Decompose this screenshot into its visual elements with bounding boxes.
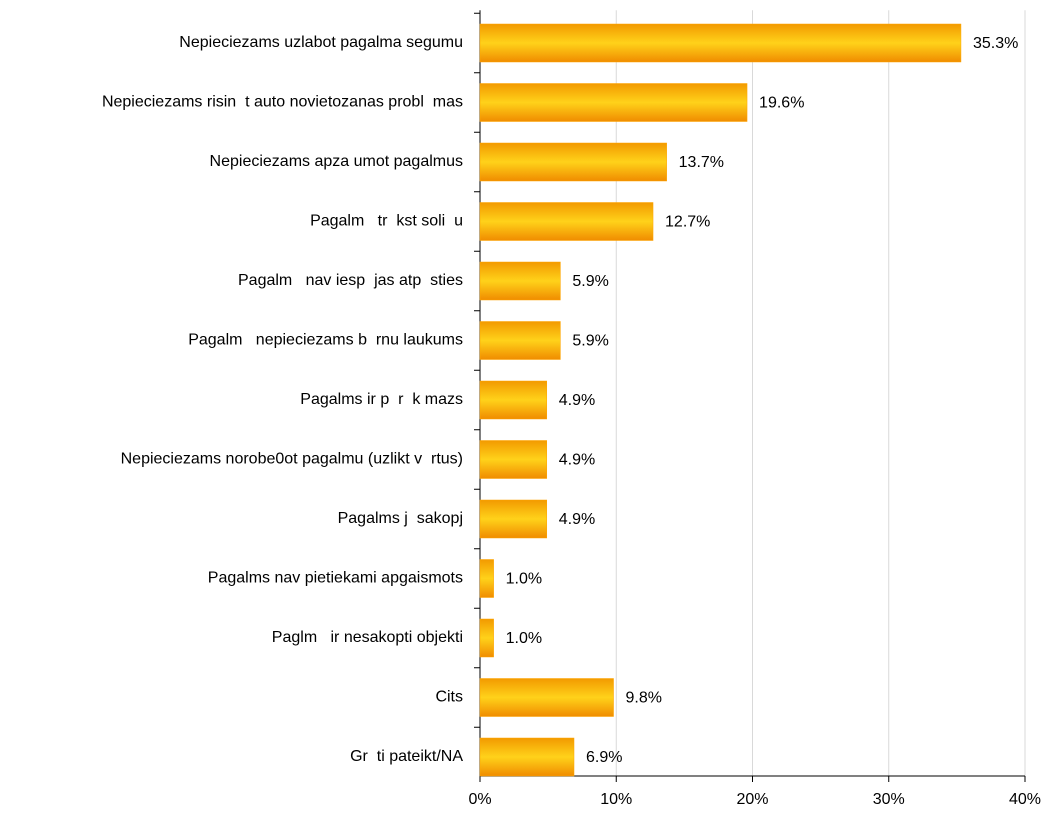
y-tick-label: Pagalm nepieciezams b rnu laukums [188,332,463,349]
bar [479,202,654,241]
value-label: 35.3% [973,35,1018,52]
y-tick-label: Gr ti pateikt/NA [350,748,463,765]
value-label: 1.0% [506,571,542,588]
y-tick-label: Nepieciezams uzlabot pagalma segumu [179,34,463,51]
value-label: 19.6% [759,95,804,112]
bar [479,737,575,777]
y-tick-label: Pagalm tr kst soli u [310,213,463,230]
y-tick-label: Nepieciezams norobe0ot pagalmu (uzlikt v… [121,451,463,468]
bar [479,83,748,122]
x-tick-label: 20% [736,791,768,808]
value-label: 5.9% [572,273,608,290]
bar [479,440,548,479]
bar [479,321,561,360]
y-tick-label: Cits [435,689,463,706]
value-label: 5.9% [572,333,608,350]
y-tick-label: Pagalms nav pietiekami apgaismots [208,570,463,587]
value-label: 4.9% [559,511,595,528]
value-label: 4.9% [559,392,595,409]
bar [479,499,548,539]
y-tick-label: Pagalms ir p r k mazs [300,391,463,408]
y-tick-label: Nepieciezams risin t auto novietozanas p… [102,94,463,111]
x-tick-label: 10% [600,791,632,808]
bar [479,559,494,598]
value-label: 6.9% [586,749,622,766]
value-label: 9.8% [626,690,662,707]
y-tick-label: Pagalm nav iesp jas atp sties [238,272,463,289]
value-label: 1.0% [506,630,542,647]
x-tick-label: 0% [468,791,491,808]
bar [479,261,561,301]
value-label: 12.7% [665,214,710,231]
y-tick-label: Paglm ir nesakopti objekti [272,629,463,646]
y-tick-label: Pagalms j sakopj [338,510,463,527]
bar [479,23,962,63]
bar [479,380,548,420]
bar [479,142,667,182]
x-tick-label: 30% [873,791,905,808]
value-label: 13.7% [679,154,724,171]
bar [479,618,494,658]
bar [479,678,614,717]
value-label: 4.9% [559,452,595,469]
x-tick-label: 40% [1009,791,1041,808]
y-tick-label: Nepieciezams apza umot pagalmus [210,153,463,170]
